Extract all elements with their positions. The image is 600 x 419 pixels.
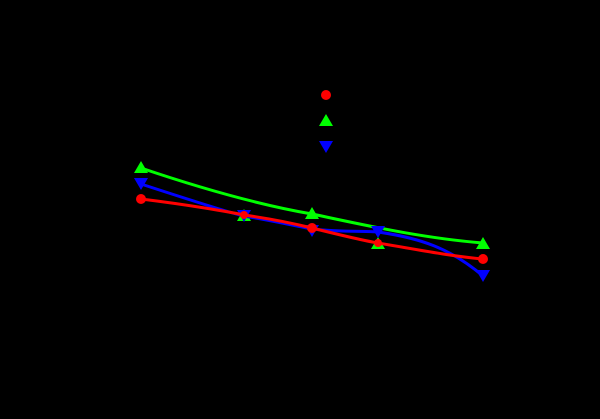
x-tick-label: 18 — [134, 353, 148, 368]
legend: PVDF PVDF-6% CNF PVDF-8% CNF PVDF-10% CN… — [319, 66, 443, 153]
y-tick-label: 2000 — [73, 101, 102, 116]
circle-marker — [307, 223, 317, 233]
triangle-down-marker — [371, 226, 385, 238]
y-tick-label: 1994 — [73, 281, 103, 296]
series-pvdf-8-cnf — [134, 161, 490, 249]
y-tick-label: 1996 — [73, 221, 102, 236]
x-tick-label: 24 — [339, 353, 354, 368]
x-axis-label: x (wt%) / ° — [277, 382, 343, 398]
triangle-down-marker — [476, 270, 490, 282]
legend-triangle-down-icon — [319, 141, 333, 153]
circle-marker — [136, 194, 146, 204]
legend-label: PVDF-8% CNF — [348, 113, 436, 128]
y-axis: 2000 1998 1996 1994 — [73, 101, 103, 296]
legend-circle-icon — [321, 90, 331, 100]
legend-label: PVDF-6% CNF — [348, 88, 436, 103]
circle-marker — [240, 211, 248, 219]
x-tick-label: 20 — [202, 353, 216, 368]
legend-triangle-up-icon — [319, 114, 333, 126]
x-tick-label: 28 — [476, 353, 490, 368]
x-tick-label: 22 — [271, 353, 285, 368]
legend-title: PVDF — [348, 66, 383, 81]
circle-marker — [374, 239, 382, 247]
triangle-up-marker — [134, 161, 148, 173]
y-tick-label: 1998 — [73, 163, 102, 178]
circle-marker — [478, 254, 488, 264]
x-tick-label: 26 — [407, 353, 421, 368]
x-axis: 18 20 22 24 26 28 x (wt%) / ° — [134, 353, 490, 398]
series-pvdf-6-cnf — [136, 194, 488, 264]
triangle-down-marker — [134, 178, 148, 190]
triangle-up-marker — [305, 207, 319, 219]
legend-label: PVDF-10% CNF — [348, 138, 443, 153]
triangle-up-marker — [476, 237, 490, 249]
